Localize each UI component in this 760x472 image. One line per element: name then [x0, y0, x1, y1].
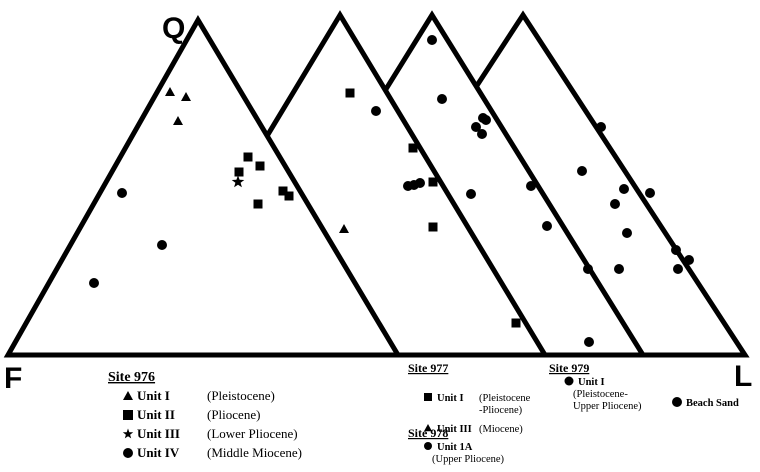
circle-marker [466, 189, 476, 199]
circle-marker [415, 178, 425, 188]
age-label: (Pleistocene [479, 393, 531, 404]
circle-marker [610, 199, 620, 209]
age-label: Upper Pliocene) [573, 401, 642, 412]
unit-label: Unit IV [137, 445, 180, 460]
circle-marker [481, 115, 491, 125]
circle-marker [584, 337, 594, 347]
square-marker [243, 152, 253, 162]
triangle-marker [173, 116, 183, 125]
age-label: (Middle Miocene) [207, 445, 302, 460]
circle-marker [671, 245, 681, 255]
circle-marker [583, 264, 593, 274]
site-label: Site 977 [408, 361, 448, 375]
square-marker [345, 88, 355, 98]
square-marker [234, 167, 244, 177]
age-label: (Pliocene) [207, 407, 260, 422]
unit-label: Unit I [437, 393, 464, 404]
circle-marker [622, 228, 632, 238]
site-label: Site 978 [408, 426, 448, 440]
circle-marker [526, 181, 536, 191]
triangle-marker [424, 424, 432, 432]
square-marker [511, 318, 521, 328]
circle-marker [673, 264, 683, 274]
circle-marker [117, 188, 127, 198]
beach-sand-label: Beach Sand [686, 398, 739, 409]
unit-label: Unit III [437, 424, 472, 435]
age-label: (Lower Pliocene) [207, 426, 298, 441]
circle-marker [424, 442, 432, 450]
age-label: -Pliocene) [479, 405, 523, 416]
data-points [89, 35, 694, 347]
legend-site: Site 977 Unit I (Pleistocene-Pliocene) Unit… [408, 361, 531, 435]
age-label: (Pleistocene- [573, 389, 628, 400]
unit-label: Unit I [578, 377, 605, 388]
circle-marker [596, 122, 606, 132]
circle-marker [123, 448, 133, 458]
legend-site: Site 979 Unit I(Pleistocene-Upper Pliocen… [549, 361, 642, 412]
apex-f: F [4, 362, 22, 395]
square-marker [428, 222, 438, 232]
star-marker [231, 175, 245, 188]
age-label: (Upper Pliocene) [432, 454, 505, 465]
unit-label: Unit 1A [437, 442, 473, 453]
square-marker [408, 143, 418, 153]
legend-site: Site 978 Unit 1A(Upper Pliocene) [408, 426, 505, 465]
circle-marker [89, 278, 99, 288]
triangle-marker [339, 224, 349, 233]
unit-label: Unit I [137, 388, 170, 403]
circle-marker [619, 184, 629, 194]
circle-marker [471, 122, 481, 132]
site-label: Site 976 [108, 370, 155, 385]
site-label: Site 979 [549, 361, 589, 375]
square-marker [123, 410, 133, 420]
circle-marker [371, 106, 381, 116]
triangle-976 [3, 15, 403, 358]
square-marker [284, 191, 294, 201]
square-marker [253, 199, 263, 209]
circle-marker [645, 188, 655, 198]
triangle-marker [181, 92, 191, 101]
legends: Site 976 Unit I (Pleistocene) Unit II (Plioc… [108, 361, 642, 465]
triangle-marker [165, 87, 175, 96]
square-marker [278, 186, 288, 196]
circle-marker [542, 221, 552, 231]
circle-marker [614, 264, 624, 274]
age-label: (Pleistocene) [207, 388, 275, 403]
unit-label: Unit II [137, 407, 175, 422]
beach-sand-marker [672, 397, 682, 407]
age-label: (Miocene) [479, 424, 523, 435]
square-marker [424, 393, 432, 401]
legend-site: Site 976 Unit I (Pleistocene) Unit II (Plioc… [108, 370, 302, 460]
circle-marker [564, 376, 574, 386]
ternary-plots [3, 10, 750, 358]
star-marker [122, 428, 134, 439]
circle-marker [684, 255, 694, 265]
circle-marker [577, 166, 587, 176]
circle-marker [437, 94, 447, 104]
apex-l: L [734, 360, 752, 393]
circle-marker [427, 35, 437, 45]
square-marker [255, 161, 265, 171]
square-marker [428, 177, 438, 187]
unit-label: Unit III [137, 426, 180, 441]
apex-q: Q [162, 12, 185, 45]
circle-marker [477, 129, 487, 139]
triangle-marker [123, 391, 133, 400]
circle-marker [157, 240, 167, 250]
